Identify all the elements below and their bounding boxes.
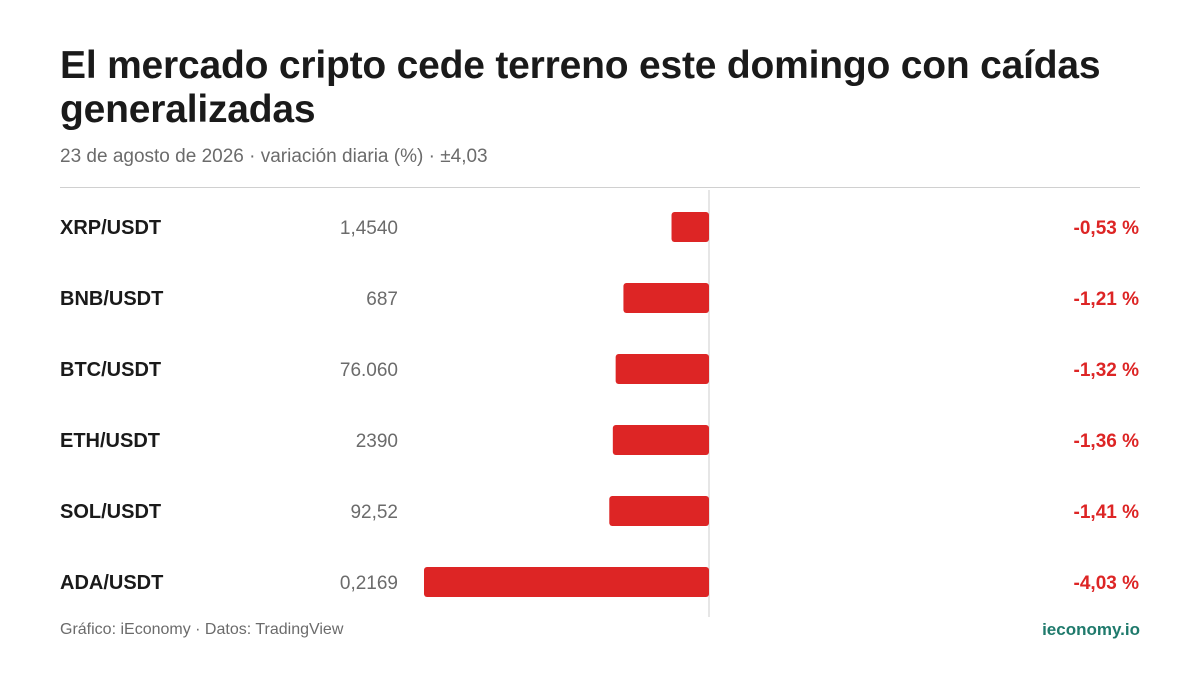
- change-label: -1,32 %: [1074, 360, 1140, 381]
- change-bar: [424, 567, 709, 597]
- change-label: -1,41 %: [1074, 502, 1140, 523]
- source-credit: Gráfico: iEconomy · Datos: TradingView: [60, 621, 344, 638]
- price-label: 76.060: [340, 360, 398, 381]
- change-bar: [615, 354, 709, 384]
- change-bar: [623, 283, 709, 313]
- brand-link[interactable]: ieconomy.io: [1042, 620, 1140, 639]
- change-bar: [612, 425, 709, 455]
- change-bar: [671, 212, 709, 242]
- pair-label: BTC/USDT: [60, 359, 161, 381]
- change-label: -4,03 %: [1074, 573, 1140, 594]
- pair-label: XRP/USDT: [60, 217, 161, 239]
- price-label: 1,4540: [340, 218, 398, 239]
- price-label: 687: [366, 289, 398, 310]
- header-divider: [60, 187, 1140, 188]
- pair-label: ETH/USDT: [60, 430, 160, 452]
- change-label: -1,21 %: [1074, 289, 1140, 310]
- change-label: -0,53 %: [1074, 218, 1140, 239]
- price-label: 92,52: [350, 502, 398, 523]
- pair-label: SOL/USDT: [60, 501, 161, 523]
- pair-label: ADA/USDT: [60, 572, 163, 594]
- change-label: -1,36 %: [1074, 431, 1140, 452]
- price-label: 2390: [356, 431, 398, 452]
- change-bar: [609, 496, 709, 526]
- chart-title: El mercado cripto cede terreno este domi…: [60, 44, 1101, 131]
- price-label: 0,2169: [340, 573, 398, 594]
- chart-subtitle: 23 de agosto de 2026 · variación diaria …: [60, 146, 488, 167]
- pair-label: BNB/USDT: [60, 288, 163, 310]
